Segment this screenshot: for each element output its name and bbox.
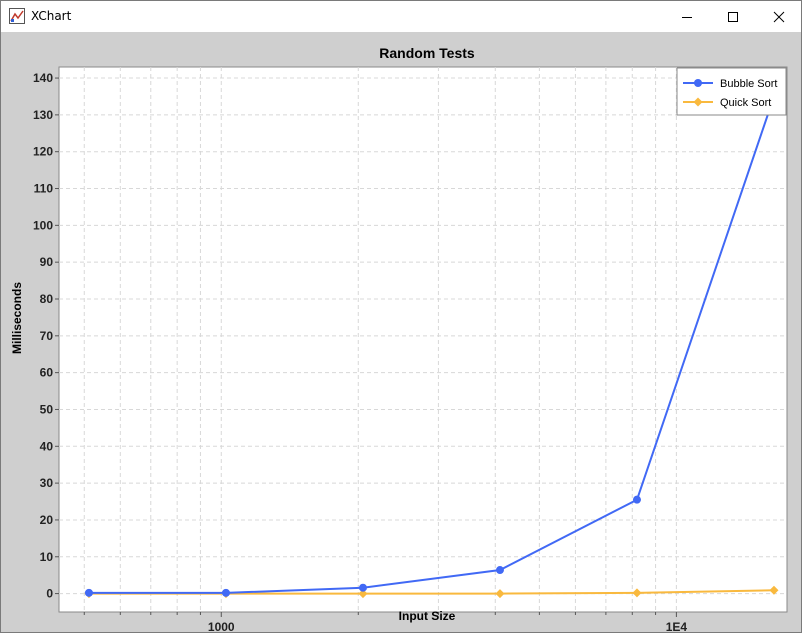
- axes: 0 10 20 30 40 50 60 70 80 90 100 110 120 130 140 1000 1E…: [33, 71, 688, 634]
- minimize-button[interactable]: [664, 1, 710, 32]
- bubble-sort-point: [632, 495, 641, 504]
- quick-sort-point: [769, 585, 779, 595]
- maximize-icon: [728, 11, 738, 22]
- chart-panel: Random Tests 0 10 20 30 40 50 60 70 80 90 100 110 12…: [1, 32, 801, 634]
- bubble-sort-point: [495, 566, 504, 575]
- bubble-sort-point: [84, 588, 93, 597]
- chart-title: Random Tests: [379, 45, 475, 61]
- grid: [59, 67, 787, 612]
- x-axis-label: Input Size: [399, 609, 456, 623]
- plot-area: [58, 66, 788, 613]
- y-tick-label: 140: [33, 71, 53, 85]
- x-tick-label: 1000: [208, 620, 235, 632]
- series: [84, 92, 779, 599]
- legend-box: [676, 67, 787, 116]
- x-tick-label: 1E4: [666, 620, 688, 632]
- quick-sort-point: [358, 589, 368, 599]
- legend-marker-bubble-sort: [694, 79, 702, 87]
- quick-sort-point: [495, 589, 505, 599]
- y-tick-label: 90: [40, 255, 54, 269]
- bubble-sort-point: [358, 583, 367, 592]
- legend-label-quick-sort: Quick Sort: [720, 97, 771, 109]
- y-tick-label: 50: [40, 402, 54, 416]
- maximize-button[interactable]: [710, 1, 756, 32]
- close-button[interactable]: [756, 1, 802, 32]
- y-tick-label: 120: [33, 145, 53, 159]
- y-tick-label: 0: [46, 587, 53, 601]
- bubble-sort-line: [89, 96, 775, 594]
- y-tick-label: 20: [40, 513, 54, 527]
- y-tick-label: 30: [40, 476, 54, 490]
- y-tick-label: 100: [33, 218, 53, 232]
- y-tick-label: 10: [40, 550, 54, 564]
- quick-sort-point: [632, 588, 642, 598]
- chart: Random Tests 0 10 20 30 40 50 60 70 80 90 100 110 12…: [1, 32, 801, 634]
- bubble-sort-point: [221, 588, 230, 597]
- legend-label-bubble-sort: Bubble Sort: [720, 78, 777, 90]
- title-bar: XChart: [1, 1, 801, 32]
- minimize-icon: [682, 16, 692, 18]
- app-icon: [9, 8, 25, 24]
- y-tick-label: 40: [40, 439, 54, 453]
- window-title: XChart: [31, 9, 72, 23]
- y-tick-label: 130: [33, 108, 53, 122]
- y-tick-label: 80: [40, 292, 54, 306]
- legend: Bubble Sort Quick Sort: [676, 67, 787, 116]
- legend-marker-quick-sort: [693, 97, 703, 107]
- close-icon: [773, 11, 785, 22]
- y-tick-label: 110: [34, 182, 54, 196]
- y-tick-label: 70: [40, 329, 54, 343]
- y-tick-label: 60: [40, 366, 54, 380]
- y-axis-label: Milliseconds: [10, 282, 24, 354]
